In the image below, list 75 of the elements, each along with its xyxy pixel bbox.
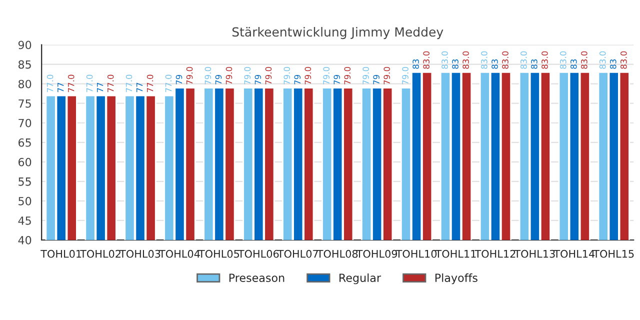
y-tick-label: 40 bbox=[18, 236, 32, 244]
data-label: 83 bbox=[452, 59, 458, 69]
data-label: 79 bbox=[334, 74, 340, 84]
x-tick-label: TOHL08 bbox=[316, 250, 358, 258]
data-label: 83 bbox=[531, 59, 538, 69]
y-tick-label: 70 bbox=[18, 118, 32, 128]
data-label: 79 bbox=[176, 74, 182, 84]
data-label: 79.0 bbox=[226, 66, 232, 84]
data-label: 77.0 bbox=[146, 74, 154, 92]
data-label: 83.0 bbox=[560, 51, 566, 69]
y-tick-label: 55 bbox=[18, 178, 31, 186]
x-tick-label: TOHL01 bbox=[40, 250, 82, 258]
data-label: 83.0 bbox=[581, 51, 588, 69]
y-tick-label: 90 bbox=[18, 40, 32, 50]
y-tick-label: 60 bbox=[18, 158, 32, 166]
x-tick-label: TOHL05 bbox=[198, 250, 240, 258]
data-label: 79 bbox=[373, 74, 380, 84]
data-label: 77.0 bbox=[86, 74, 93, 92]
y-tick-label: 85 bbox=[18, 60, 31, 69]
data-label: 77.0 bbox=[46, 74, 54, 92]
data-label: 77 bbox=[136, 82, 143, 92]
legend-label: Regular bbox=[340, 273, 382, 284]
y-tick-label: 50 bbox=[18, 196, 32, 206]
x-tick-label: TOHL11 bbox=[435, 250, 476, 258]
data-label: 83.0 bbox=[423, 51, 430, 69]
data-label: 83.0 bbox=[481, 51, 488, 69]
data-label: 79.0 bbox=[186, 66, 193, 84]
legend-label: Playoffs bbox=[435, 273, 478, 284]
data-label: 83 bbox=[412, 59, 419, 69]
data-label: 83 bbox=[610, 59, 616, 69]
data-label: 79.0 bbox=[384, 66, 390, 84]
data-label: 79 bbox=[254, 74, 262, 84]
data-label: 77 bbox=[97, 82, 104, 92]
y-tick-label: 75 bbox=[18, 99, 31, 108]
data-label: 79.0 bbox=[265, 66, 272, 84]
y-tick-label: 65 bbox=[18, 138, 31, 147]
data-label: 79.0 bbox=[304, 66, 312, 84]
data-label: 83.0 bbox=[620, 51, 627, 69]
x-tick-label: TOHL12 bbox=[474, 250, 516, 258]
data-label: 83.0 bbox=[502, 51, 508, 69]
data-label: 77.0 bbox=[165, 74, 172, 92]
data-label: 77 bbox=[58, 82, 64, 92]
data-label: 79.0 bbox=[323, 66, 330, 84]
x-tick-label: TOHL02 bbox=[80, 250, 120, 258]
data-label: 79.0 bbox=[362, 66, 369, 84]
data-label: 77.0 bbox=[126, 74, 132, 92]
data-label: 77.0 bbox=[68, 74, 74, 92]
data-label: 79.0 bbox=[344, 66, 351, 84]
chart-title: Stärkeentwicklung Jimmy Meddey bbox=[232, 26, 444, 40]
x-tick-label: TOHL06 bbox=[238, 250, 279, 258]
x-tick-label: TOHL03 bbox=[120, 250, 160, 258]
x-tick-label: TOHL07 bbox=[277, 250, 318, 258]
data-label: 83 bbox=[570, 59, 577, 69]
data-label: 77.0 bbox=[107, 74, 114, 92]
y-tick-label: 45 bbox=[18, 216, 31, 225]
data-label: 83.0 bbox=[442, 51, 448, 69]
data-label: 83.0 bbox=[599, 51, 606, 69]
data-label: 83 bbox=[492, 59, 498, 69]
data-label: 83.0 bbox=[542, 51, 548, 69]
data-label: 83.0 bbox=[462, 51, 469, 69]
data-label: 79.0 bbox=[204, 66, 212, 84]
data-label: 79.0 bbox=[284, 66, 290, 84]
data-label: 79.0 bbox=[244, 66, 251, 84]
data-label: 83.0 bbox=[520, 51, 527, 69]
x-tick-label: TOHL09 bbox=[356, 250, 398, 258]
y-tick-label: 80 bbox=[18, 80, 32, 88]
x-tick-label: TOHL14 bbox=[554, 250, 595, 258]
data-label: 79.0 bbox=[402, 66, 408, 84]
data-label: 79 bbox=[294, 74, 301, 84]
x-tick-label: TOHL15 bbox=[593, 250, 634, 258]
x-tick-label: TOHL13 bbox=[514, 250, 555, 258]
data-label: 79 bbox=[215, 74, 222, 84]
x-tick-label: TOHL10 bbox=[396, 250, 437, 258]
legend-label: Preseason bbox=[229, 274, 284, 282]
x-tick-label: TOHL04 bbox=[158, 250, 200, 258]
